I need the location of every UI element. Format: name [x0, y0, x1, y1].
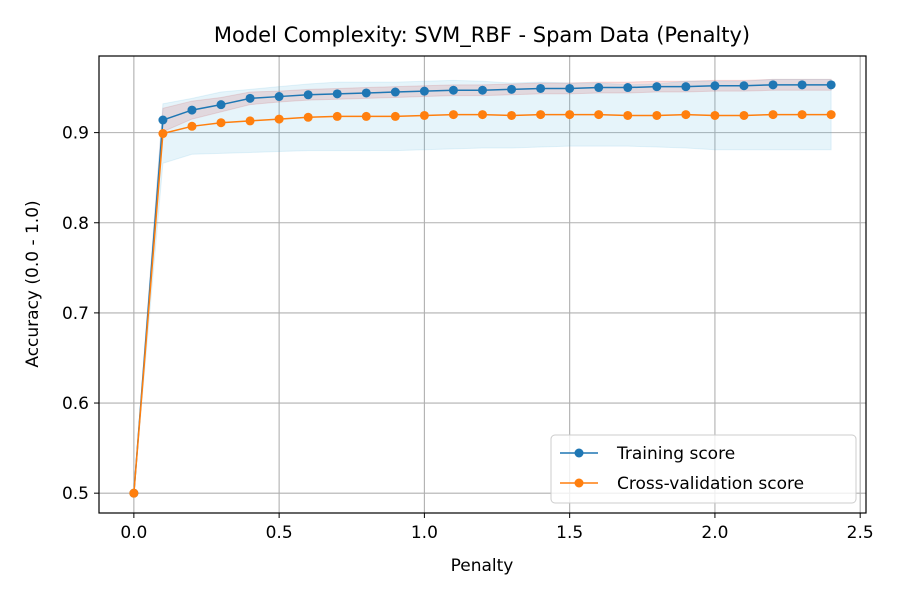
legend-box [550, 434, 857, 504]
data-point-training [826, 80, 836, 90]
x-tick-label: 0.5 [266, 523, 293, 543]
legend: Training score Cross-validation score [550, 434, 857, 504]
data-point-training [361, 88, 371, 98]
legend-cv-marker [574, 478, 584, 488]
data-point-training [507, 84, 517, 94]
data-point-cv [739, 110, 749, 120]
data-point-cv [158, 129, 168, 139]
x-tick-label: 1.0 [411, 523, 438, 543]
x-tick-label: 1.5 [556, 523, 583, 543]
tick-layer: 0.0 0.5 1.0 1.5 2.0 2.5 0.5 0.6 0.7 0.8 0.9 [62, 124, 874, 543]
data-point-cv [536, 110, 546, 120]
data-point-training [448, 85, 458, 95]
data-point-training [797, 80, 807, 90]
plot-frame [98, 55, 867, 514]
data-point-cv [652, 110, 662, 120]
data-point-cv [303, 112, 313, 122]
data-point-training [594, 83, 604, 93]
data-point-training [652, 82, 662, 92]
data-point-training [274, 92, 284, 102]
data-point-training [478, 85, 487, 95]
y-axis-label: Accuracy (0.0 - 1.0) [23, 200, 43, 367]
data-point-training [565, 83, 575, 93]
legend-training-marker [574, 448, 584, 458]
data-point-cv [419, 110, 429, 120]
y-tick-label: 0.5 [62, 484, 89, 504]
data-point-training [332, 89, 342, 99]
data-point-cv [361, 111, 371, 121]
data-point-cv [274, 114, 284, 124]
data-point-cv [594, 110, 604, 120]
legend-training-label: Training score [616, 444, 735, 464]
y-tick-label: 0.7 [62, 304, 89, 324]
data-point-training [710, 81, 720, 91]
y-tick-label: 0.9 [62, 124, 89, 144]
data-point-cv [478, 110, 487, 120]
data-point-cv [332, 111, 342, 121]
chart-title: Model Complexity: SVM_RBF - Spam Data (P… [214, 23, 750, 48]
data-point-cv [216, 118, 226, 128]
data-point-cv [448, 110, 458, 120]
x-axis-label: Penalty [451, 556, 514, 576]
data-point-training [158, 115, 168, 125]
x-tick-label: 0.0 [120, 523, 147, 543]
data-point-training [303, 90, 313, 100]
x-tick-label: 2.0 [701, 523, 728, 543]
data-point-training [187, 105, 197, 115]
data-point-training [216, 100, 226, 110]
data-point-training [739, 81, 749, 91]
data-point-training [768, 80, 778, 90]
data-point-cv [681, 110, 691, 120]
data-point-training [245, 93, 255, 103]
data-point-training [390, 87, 400, 97]
data-point-cv [623, 110, 633, 120]
data-point-cv [245, 116, 255, 126]
data-point-cv [768, 110, 778, 120]
data-point-cv [187, 121, 197, 131]
data-point-cv [710, 110, 720, 120]
data-point-cv [390, 111, 400, 121]
data-point-cv [129, 488, 139, 498]
data-point-training [536, 83, 546, 93]
data-point-training [623, 83, 633, 93]
data-point-cv [826, 110, 836, 120]
data-point-training [419, 86, 429, 96]
series-layer [129, 80, 836, 498]
data-point-cv [507, 110, 517, 120]
y-tick-label: 0.6 [62, 394, 89, 414]
data-point-cv [565, 110, 575, 120]
y-tick-label: 0.8 [62, 214, 89, 234]
data-point-cv [797, 110, 807, 120]
x-tick-label: 2.5 [847, 523, 874, 543]
legend-cv-label: Cross-validation score [617, 474, 804, 494]
data-point-training [681, 82, 691, 92]
